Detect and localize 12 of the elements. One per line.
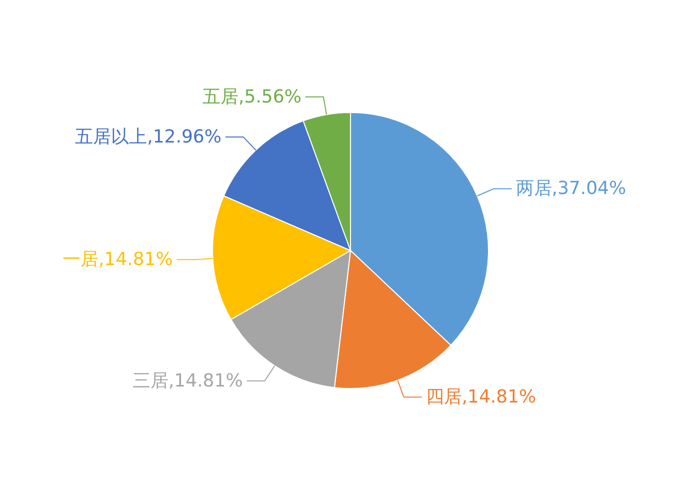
slice-label: 五居以上 [75,126,148,148]
data-label: ,37.04% [552,178,626,200]
data-label: ,12.96% [147,126,222,148]
slice-label: 两居 [516,178,552,200]
slice-label: 一居 [62,249,98,270]
data-label: ,14.81% [168,370,243,392]
slice-label: 三居 [132,370,168,392]
data-label: ,14.81% [98,249,173,270]
data-label: ,14.81% [462,386,536,408]
slice-label: 四居 [426,386,462,408]
data-label: ,5.56% [238,86,302,108]
slice-label: 五居 [202,86,239,108]
